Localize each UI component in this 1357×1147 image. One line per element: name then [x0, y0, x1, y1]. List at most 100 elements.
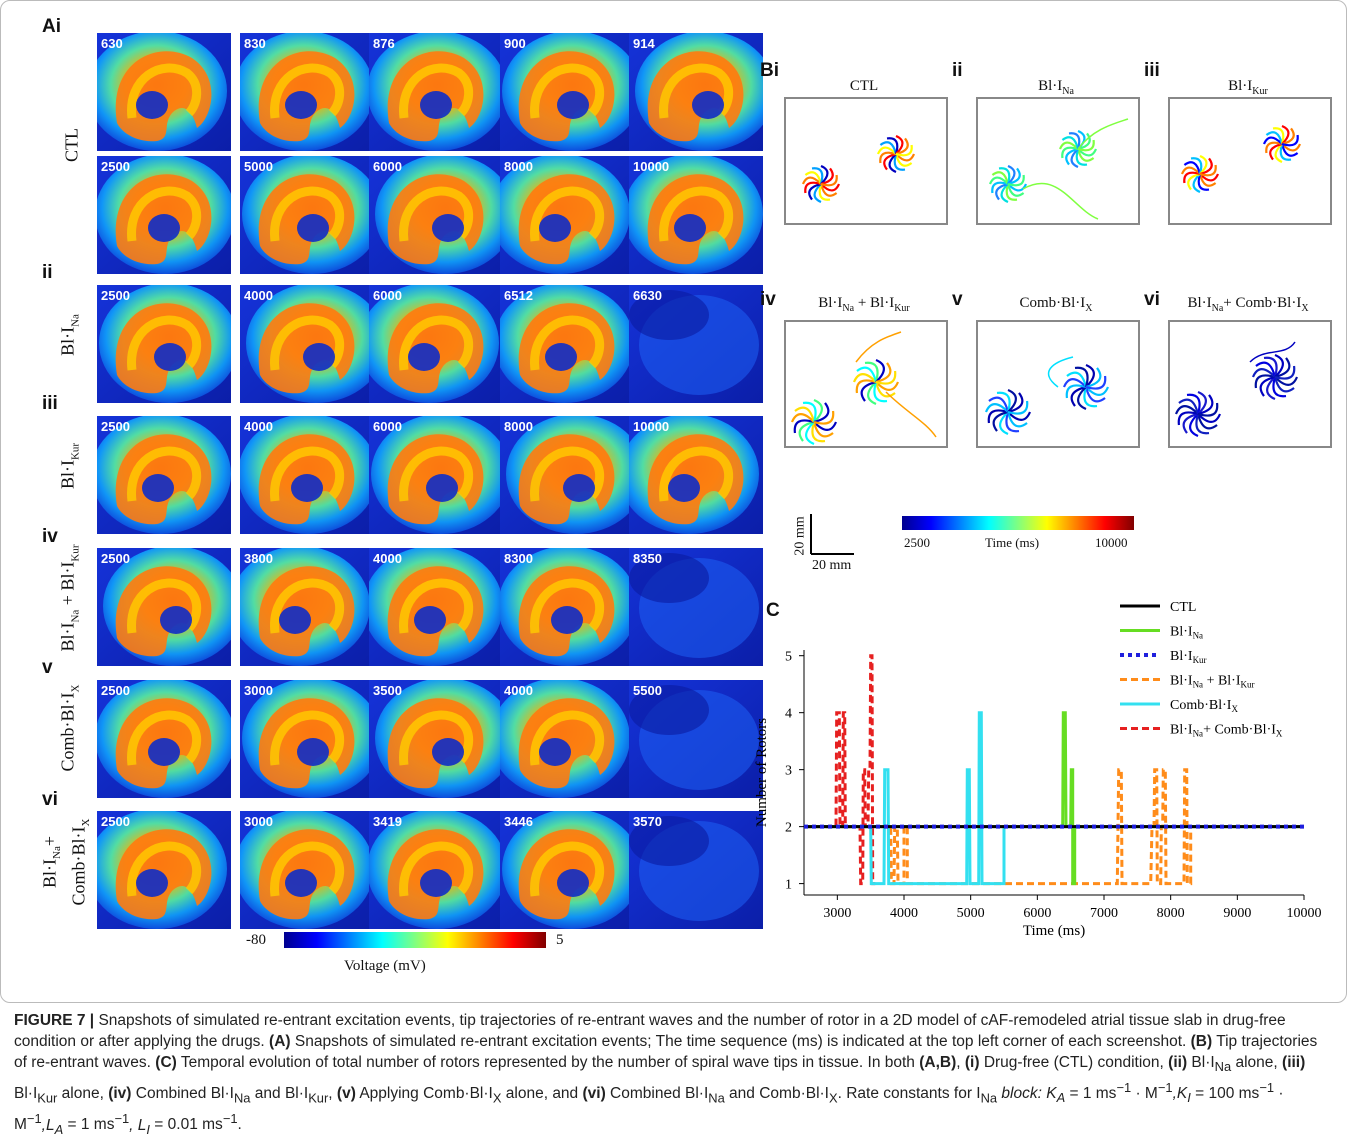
- caption-fig-label: FIGURE 7 |: [14, 1012, 95, 1029]
- traj-title-comb: Comb·Bl·IX: [1019, 295, 1093, 314]
- caption-text: Temporal evolution of total number of ro…: [176, 1054, 920, 1071]
- snapshot-time-label: 4000: [244, 419, 273, 434]
- panel-label-b: Bi: [760, 60, 779, 81]
- x-tick-label: 6000: [1023, 906, 1051, 921]
- caption-text: = 1 ms: [1065, 1085, 1117, 1103]
- snapshot-time-label: 2500: [101, 683, 130, 698]
- snapshot-time-label: 2500: [101, 814, 130, 829]
- caption-text: alone,: [1231, 1054, 1283, 1071]
- traj-title-ctl: CTL: [849, 78, 879, 94]
- snapshot-time-label: 3000: [244, 814, 273, 829]
- voltage-snapshot: 10000: [629, 416, 763, 534]
- caption-ref-ab: (A,B): [919, 1054, 957, 1071]
- legend-label: Bl·IKur: [1170, 649, 1207, 665]
- voltage-snapshot: 830: [240, 33, 374, 151]
- snapshot-time-label: 5000: [244, 159, 273, 174]
- snapshot-time-label: 830: [244, 36, 266, 51]
- snapshot-time-label: 2500: [101, 419, 130, 434]
- row-label-ii: ii: [42, 262, 53, 283]
- snapshot-time-label: 6000: [373, 419, 402, 434]
- snapshot-time-label: 914: [633, 36, 655, 51]
- row-name-bl-ikur: Bl·IKur: [57, 442, 82, 490]
- voltage-snapshot: 6000: [369, 156, 503, 274]
- y-tick-label: 3: [785, 764, 792, 779]
- snapshot-time-label: 2500: [101, 159, 130, 174]
- rotor-count-chart: 3000 4000 5000 6000 7000 8000 9000 10000 1 2 3 4 5 Ti…: [754, 600, 1322, 939]
- snapshot-time-label: 2500: [101, 288, 130, 303]
- caption-ref-iii: (iii): [1282, 1054, 1306, 1071]
- caption-ref-vi: (vi): [582, 1085, 606, 1103]
- caption-text: · M: [1131, 1085, 1158, 1103]
- row-name-ctl: CTL: [61, 128, 82, 162]
- snapshot-time-label: 6000: [373, 288, 402, 303]
- voltage-snapshot: 2500: [97, 156, 231, 274]
- voltage-snapshot: 6000: [369, 416, 503, 534]
- caption-text: and Bl·I: [250, 1085, 309, 1103]
- row-label-vi: vi: [42, 789, 58, 810]
- caption-sub: Na: [1214, 1059, 1232, 1075]
- caption-text: ,: [956, 1054, 965, 1071]
- snapshot-time-label: 3570: [633, 814, 662, 829]
- caption-text: ,L: [41, 1116, 55, 1134]
- snapshot-time-label: 4000: [244, 288, 273, 303]
- trajectory-plot: [1168, 97, 1332, 225]
- caption-sub: X: [828, 1090, 838, 1106]
- caption-text: ,: [328, 1085, 337, 1103]
- caption-text: and Comb·Bl·I: [724, 1085, 829, 1103]
- voltage-snapshot: 10000: [629, 156, 763, 274]
- row-label-iii: iii: [42, 393, 58, 414]
- caption-sup: −1: [1259, 1080, 1275, 1096]
- snapshot-time-label: 8350: [633, 551, 662, 566]
- caption-text: alone,: [57, 1085, 109, 1103]
- caption-ref-ii: (ii): [1168, 1054, 1188, 1071]
- voltage-snapshot: 4000: [500, 680, 634, 798]
- voltage-snapshot: 4000: [240, 416, 374, 534]
- snapshot-time-label: 2500: [101, 551, 130, 566]
- legend-label: Bl·INa: [1170, 625, 1203, 641]
- x-axis-label: Time (ms): [1023, 923, 1085, 939]
- snapshot-time-label: 8300: [504, 551, 533, 566]
- caption-sub: X: [492, 1090, 502, 1106]
- trajectory-plot: [1168, 320, 1332, 448]
- voltage-snapshot: 2500: [97, 548, 231, 666]
- trajectory-plot: [976, 97, 1140, 225]
- caption-sup: −1: [1116, 1080, 1132, 1096]
- x-tick-label: 8000: [1157, 906, 1185, 921]
- caption-ref-a: (A): [269, 1033, 291, 1050]
- caption-sub: Na: [980, 1090, 998, 1106]
- scale-vertical-label: 20 mm: [792, 516, 808, 556]
- series-line-1: [804, 711, 1304, 886]
- snapshot-time-label: 900: [504, 36, 526, 51]
- time-axis-label: Time (ms): [985, 535, 1040, 550]
- voltage-snapshot: 3446: [500, 811, 634, 929]
- snapshot-time-label: 8000: [504, 159, 533, 174]
- voltage-snapshot: 3000: [240, 811, 374, 929]
- caption-text: Snapshots of simulated re-entrant excita…: [14, 1012, 1286, 1050]
- caption-text: = 100 ms: [1190, 1085, 1260, 1103]
- traj-label-iv: iv: [760, 289, 776, 310]
- caption-text: = 0.01 ms: [150, 1116, 223, 1134]
- y-axis-label: Number of Rotors: [754, 718, 770, 827]
- row-label-v: v: [42, 657, 53, 678]
- voltage-snapshot: 5500: [629, 680, 763, 798]
- snapshot-time-label: 3446: [504, 814, 533, 829]
- voltage-snapshot: 2500: [97, 285, 231, 403]
- snapshot-time-label: 6512: [504, 288, 533, 303]
- caption-text: Applying Comb·Bl·I: [355, 1085, 493, 1103]
- caption-text: · M: [14, 1085, 1284, 1134]
- snapshot-time-label: 876: [373, 36, 395, 51]
- caption-sub: Kur: [37, 1090, 58, 1106]
- caption-text: Snapshots of simulated re-entrant excita…: [290, 1033, 1191, 1050]
- time-colorbar: [902, 516, 1134, 530]
- traj-label-vi: vi: [1144, 289, 1160, 310]
- caption-text: Combined Bl·I: [131, 1085, 234, 1103]
- snapshot-time-label: 5500: [633, 683, 662, 698]
- traj-title-bl-ikur: Bl·IKur: [1228, 78, 1268, 97]
- voltage-snapshot: 3570: [629, 811, 763, 929]
- voltage-snapshot: 630: [97, 33, 231, 151]
- voltage-snapshot: 2500: [97, 811, 231, 929]
- voltage-snapshot: 6512: [500, 285, 634, 403]
- voltage-snapshot: 4000: [369, 548, 503, 666]
- voltage-snapshot: 914: [629, 33, 763, 151]
- voltage-max-label: 5: [556, 932, 564, 948]
